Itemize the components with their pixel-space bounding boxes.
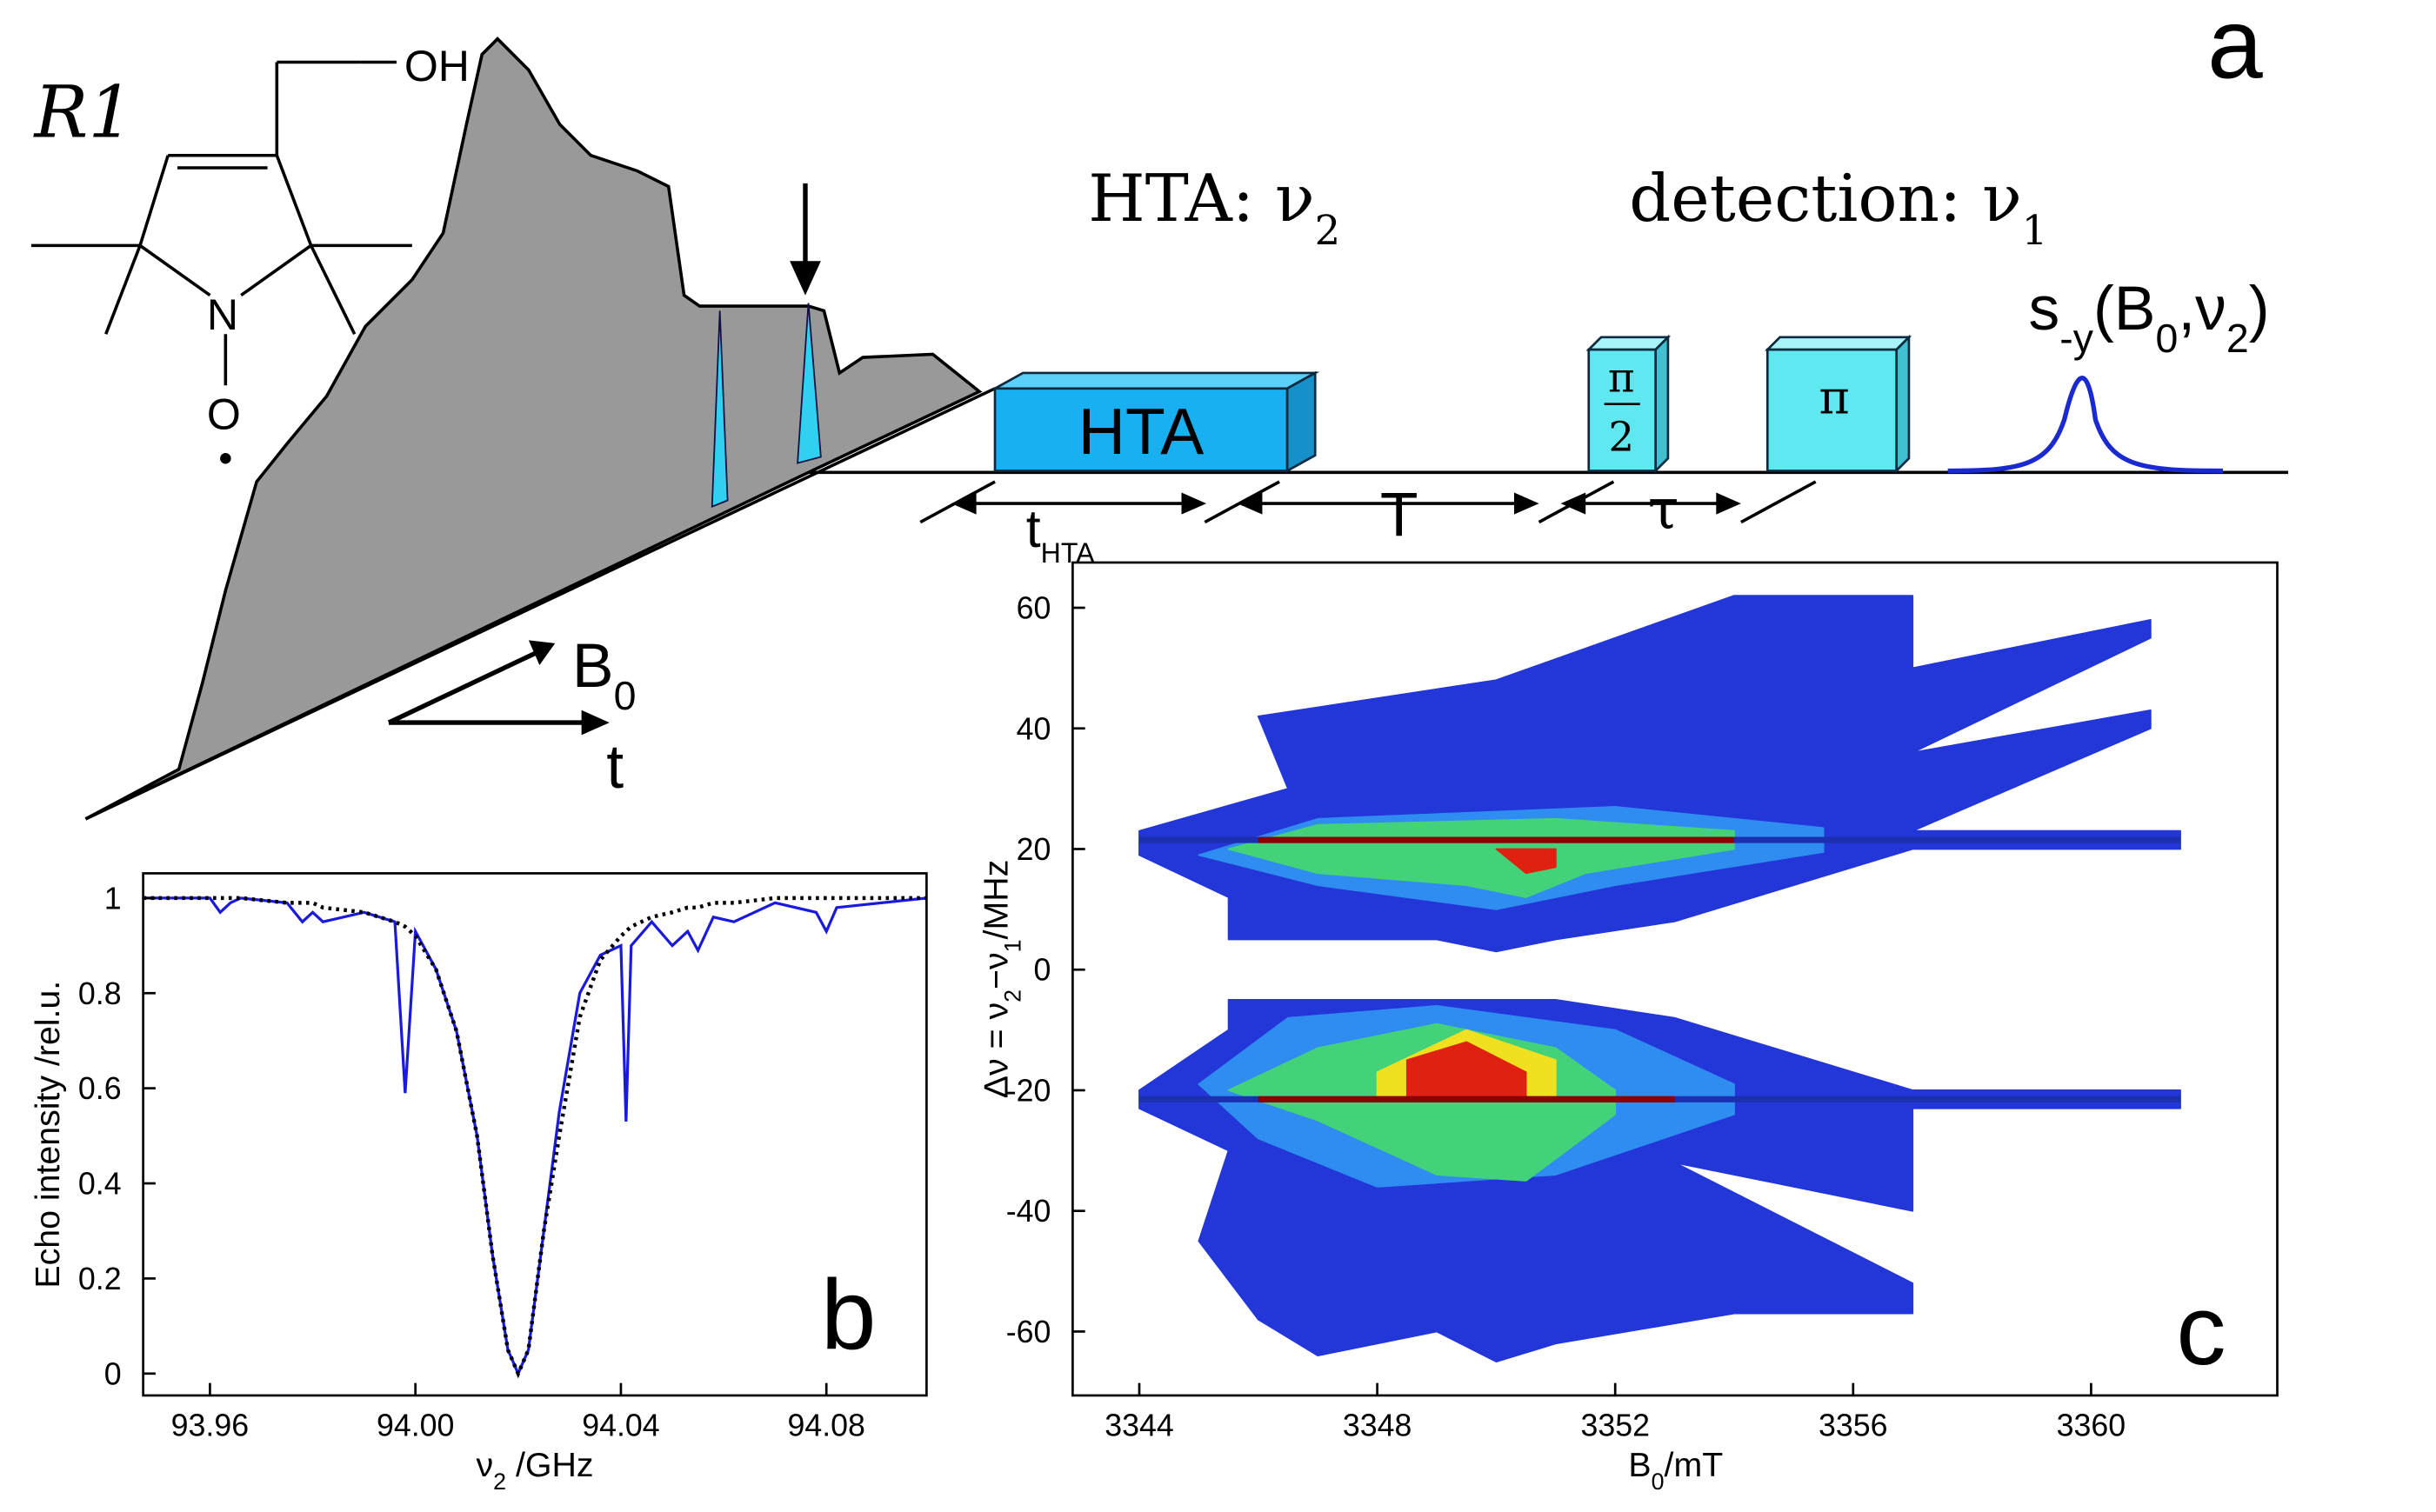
arrow-head: [581, 709, 610, 736]
y-tick-label: 1: [104, 881, 122, 916]
t-sub: HTA: [1041, 537, 1095, 569]
contour-region: [1405, 1041, 1527, 1097]
hta-title-main: HTA: ν: [1088, 160, 1314, 236]
panel-label-a: a: [2207, 0, 2263, 99]
mixing-time: T: [1380, 481, 1418, 550]
hole: [797, 303, 822, 464]
delays: [919, 480, 1817, 524]
y-tick-label: -60: [1006, 1315, 1051, 1349]
hta-pulse-label: HTA: [1078, 395, 1205, 468]
x-tick-label: 94.08: [787, 1408, 864, 1442]
radical-dot: [220, 452, 231, 464]
oh-label: OH: [404, 42, 470, 90]
s-sub: -y: [2059, 316, 2093, 361]
x-label-sub: 0: [1652, 1469, 1665, 1495]
hta-title: HTA: ν2: [1088, 160, 1340, 254]
o-label: O: [207, 390, 241, 438]
y-label-sub2: 1: [999, 939, 1025, 952]
s: s: [2029, 274, 2060, 343]
signal-label: s-y(B0,ν2): [2029, 274, 2270, 361]
x-label-unit: /mT: [1665, 1446, 1724, 1484]
detection-title: detection: ν1: [1629, 160, 2047, 254]
x-axis-label: ν2 /GHz: [477, 1446, 594, 1495]
y-tick-label: 0.8: [78, 976, 122, 1011]
chart-marks: 93.96 94.00 94.04 94.08 0 0.2 0.4 0.6 0.8 1 3344 33…: [78, 591, 2181, 1442]
y-tick-label: 0.6: [78, 1071, 122, 1106]
y-tick-label: 60: [1017, 591, 1051, 626]
y-axis-label: Echo intensity /rel.u.: [29, 981, 67, 1289]
y-tick-label: -20: [1006, 1073, 1051, 1108]
x-tick-label: 3348: [1343, 1408, 1412, 1442]
b0-label: B0: [572, 631, 637, 718]
x-axis-label: B0/mT: [1628, 1446, 1723, 1495]
y-label-a: Δν = ν: [977, 1002, 1015, 1098]
plot-frame: [142, 872, 928, 1397]
s-mid: ,ν: [2178, 274, 2226, 343]
series-line: [143, 896, 927, 1377]
echo: [1947, 376, 2223, 474]
y-tick-label: 0.4: [78, 1167, 122, 1202]
b-sub: 0: [614, 673, 637, 718]
panel-label-c: c: [2176, 1275, 2226, 1386]
tau-label: τ: [1648, 477, 1679, 543]
plot-frame: [1071, 561, 2279, 1397]
hole: [711, 310, 729, 508]
detection-sub: 1: [2022, 207, 2048, 254]
s-close: ): [2249, 274, 2270, 343]
y-tick-label: 0: [1033, 953, 1051, 988]
x-tick-label: 93.96: [171, 1408, 249, 1442]
molecule: [30, 60, 412, 386]
pi-half-num: π: [1608, 354, 1635, 401]
frame-axes: [387, 650, 588, 725]
pi-half-den: 2: [1609, 413, 1635, 460]
y-label-b: −ν: [977, 952, 1015, 989]
pi-label: π: [1819, 370, 1850, 424]
t-hta-label: tHTA: [1026, 499, 1095, 569]
series-line: [143, 896, 927, 1379]
x-tick-label: 3344: [1105, 1408, 1174, 1442]
x-label-unit: /GHz: [506, 1446, 593, 1484]
molecule-name: R1: [33, 71, 134, 154]
arrow-head: [790, 261, 821, 296]
detection-main: detection: ν: [1629, 160, 2022, 236]
s-sub2: 2: [2226, 316, 2249, 361]
y-label-sub1: 2: [999, 989, 1025, 1002]
pi-half-pulse: [1585, 334, 1672, 474]
delay-arrowheads: [951, 492, 1741, 515]
s-open: (B: [2093, 274, 2155, 343]
n-label: N: [207, 290, 238, 339]
x-tick-label: 3360: [2057, 1408, 2126, 1442]
x-tick-label: 94.00: [377, 1408, 454, 1442]
arrow-head: [528, 640, 556, 665]
b: B: [572, 631, 614, 701]
x-label-sub: 2: [493, 1469, 506, 1495]
x-tick-label: 94.04: [582, 1408, 659, 1442]
t-axis-label: t: [606, 732, 624, 802]
contour-region: [1138, 595, 2181, 953]
hta-pulse: [990, 370, 1320, 473]
pi-pulse: [1765, 334, 1912, 474]
x-label-main: ν: [477, 1446, 494, 1484]
x-tick-label: 3356: [1819, 1408, 1888, 1442]
y-tick-label: 0.2: [78, 1262, 122, 1296]
panel-label-b: b: [821, 1259, 877, 1370]
contour-region: [1495, 848, 1557, 875]
spectrum: [84, 37, 983, 821]
y-tick-label: -40: [1006, 1194, 1051, 1229]
hta-title-sub: 2: [1315, 207, 1341, 254]
y-tick-label: 0: [104, 1356, 122, 1391]
x-label-main: B: [1628, 1446, 1651, 1484]
y-axis-label: Δν = ν2−ν1/MHz: [977, 860, 1025, 1098]
s-sub0: 0: [2155, 316, 2178, 361]
y-tick-label: 20: [1017, 832, 1051, 867]
x-tick-label: 3352: [1580, 1408, 1650, 1442]
t: t: [1026, 499, 1041, 558]
y-label-unit: /MHz: [977, 860, 1015, 940]
field-axis: [84, 387, 996, 821]
y-tick-label: 40: [1017, 711, 1051, 746]
